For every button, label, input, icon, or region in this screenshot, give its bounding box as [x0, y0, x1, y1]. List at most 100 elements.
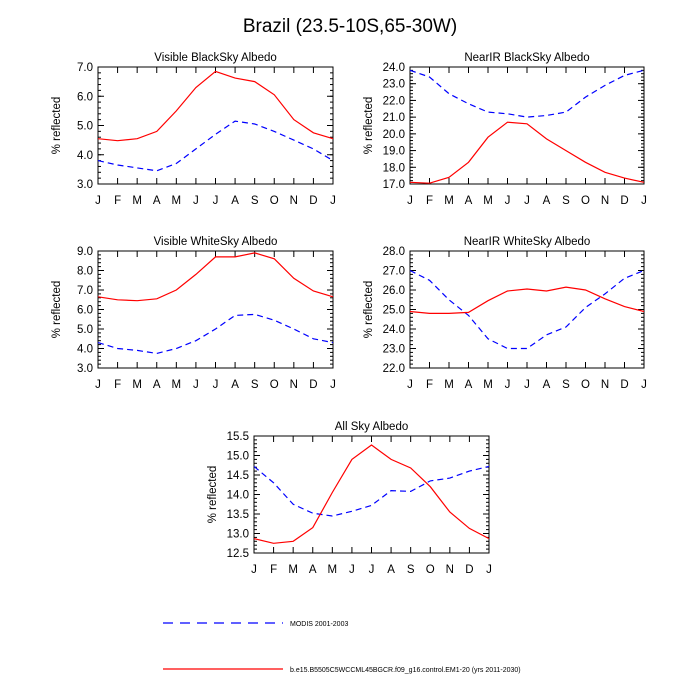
chart-panel-3: Visible WhiteSky Albedo % reflected 3.0 4.0…	[51, 236, 336, 391]
y-tick-label: 8.0	[77, 266, 93, 278]
y-tick-label: 23.0	[383, 344, 405, 356]
x-tick-label: J	[193, 379, 199, 391]
x-tick-label: J	[330, 195, 336, 207]
y-tick-label: 25.0	[383, 305, 405, 317]
x-tick-label: A	[465, 195, 473, 207]
y-tick-label: 13.5	[227, 509, 249, 521]
series-line-model	[97, 70, 334, 142]
x-tick-label: D	[309, 195, 317, 207]
x-tick-label: M	[288, 564, 298, 576]
chart-panel-4: NearIR WhiteSky Albedo % reflected 22.0 23.…	[363, 236, 647, 391]
x-tick-label: F	[114, 379, 121, 391]
x-tick-label: J	[213, 379, 219, 391]
x-tick-label: S	[251, 195, 259, 207]
x-tick-label: J	[251, 564, 257, 576]
x-tick-label: S	[251, 379, 259, 391]
y-axis-label: % reflected	[207, 466, 219, 524]
series-line-model	[253, 444, 490, 544]
y-tick-label: 24.0	[383, 62, 405, 74]
series-line-model	[409, 286, 645, 314]
y-tick-label: 4.0	[77, 344, 93, 356]
panel-title: NearIR BlackSky Albedo	[464, 52, 589, 64]
y-tick-label: 6.0	[77, 91, 93, 103]
y-tick-label: 7.0	[77, 62, 93, 74]
y-tick-label: 9.0	[77, 246, 93, 258]
x-tick-label: M	[483, 379, 493, 391]
panel-title: NearIR WhiteSky Albedo	[464, 236, 591, 248]
y-tick-label: 27.0	[383, 266, 405, 278]
x-tick-label: J	[407, 379, 413, 391]
plot-frame	[409, 250, 645, 369]
plot-frame	[253, 435, 490, 554]
x-tick-label: O	[581, 379, 590, 391]
chart-panel-2: NearIR BlackSky Albedo % reflected 17.0 18.…	[363, 52, 647, 207]
x-tick-label: D	[620, 195, 628, 207]
x-tick-label: J	[505, 379, 511, 391]
x-tick-label: J	[641, 379, 647, 391]
x-tick-label: O	[270, 195, 279, 207]
figure-title: Brazil (23.5-10S,65-30W)	[243, 16, 457, 37]
panel-title: Visible BlackSky Albedo	[154, 52, 277, 64]
x-tick-label: A	[543, 379, 551, 391]
x-tick-label: F	[426, 195, 433, 207]
y-tick-label: 20.0	[383, 129, 405, 141]
y-tick-label: 3.0	[77, 363, 93, 375]
x-tick-label: N	[601, 379, 609, 391]
y-axis-label: % reflected	[363, 281, 375, 339]
y-tick-label: 5.0	[77, 121, 93, 133]
legend: MODIS 2001-2003 b.e15.B5505C5WCCML45BGCR…	[163, 621, 521, 674]
series-line-modis	[97, 313, 334, 355]
y-axis-label: % reflected	[51, 97, 63, 155]
chart-panel-1: Visible BlackSky Albedo % reflected 3.0 4.0…	[51, 52, 336, 207]
x-tick-label: J	[349, 564, 355, 576]
series-line-modis	[253, 465, 490, 517]
y-tick-label: 7.0	[77, 285, 93, 297]
y-tick-label: 17.0	[383, 179, 405, 191]
x-tick-label: M	[132, 195, 142, 207]
plot-frame	[97, 66, 334, 185]
y-tick-label: 18.0	[383, 162, 405, 174]
x-tick-label: N	[601, 195, 609, 207]
y-tick-label: 15.0	[227, 451, 249, 463]
x-tick-label: O	[426, 564, 435, 576]
x-tick-label: J	[213, 195, 219, 207]
x-tick-label: A	[465, 379, 473, 391]
x-tick-label: A	[153, 195, 161, 207]
y-tick-label: 14.5	[227, 470, 249, 482]
x-tick-label: M	[132, 379, 142, 391]
x-tick-label: M	[444, 195, 454, 207]
x-tick-label: J	[524, 379, 530, 391]
series-line-modis	[409, 269, 645, 350]
x-tick-label: J	[407, 195, 413, 207]
y-tick-label: 6.0	[77, 305, 93, 317]
y-tick-label: 4.0	[77, 150, 93, 162]
x-tick-label: N	[446, 564, 454, 576]
legend-modis-label: MODIS 2001-2003	[290, 621, 348, 628]
x-tick-label: J	[95, 195, 101, 207]
y-tick-label: 12.5	[227, 548, 249, 560]
y-axis-label: % reflected	[51, 281, 63, 339]
x-tick-label: A	[543, 195, 551, 207]
x-tick-label: A	[153, 379, 161, 391]
y-tick-label: 22.0	[383, 95, 405, 107]
y-tick-label: 15.5	[227, 431, 249, 443]
y-tick-label: 26.0	[383, 285, 405, 297]
y-tick-label: 5.0	[77, 324, 93, 336]
x-tick-label: S	[407, 564, 415, 576]
x-tick-label: J	[486, 564, 492, 576]
y-tick-label: 14.0	[227, 490, 249, 502]
x-tick-label: A	[309, 564, 317, 576]
y-tick-label: 19.0	[383, 146, 405, 158]
x-tick-label: F	[426, 379, 433, 391]
x-tick-label: A	[231, 195, 239, 207]
plot-frame	[97, 250, 334, 369]
y-tick-label: 28.0	[383, 246, 405, 258]
x-tick-label: J	[330, 379, 336, 391]
x-tick-label: A	[231, 379, 239, 391]
series-line-modis	[409, 69, 645, 118]
x-tick-label: M	[444, 379, 454, 391]
x-tick-label: J	[524, 195, 530, 207]
y-axis-label: % reflected	[363, 97, 375, 155]
x-tick-label: M	[172, 195, 182, 207]
y-tick-label: 21.0	[383, 112, 405, 124]
